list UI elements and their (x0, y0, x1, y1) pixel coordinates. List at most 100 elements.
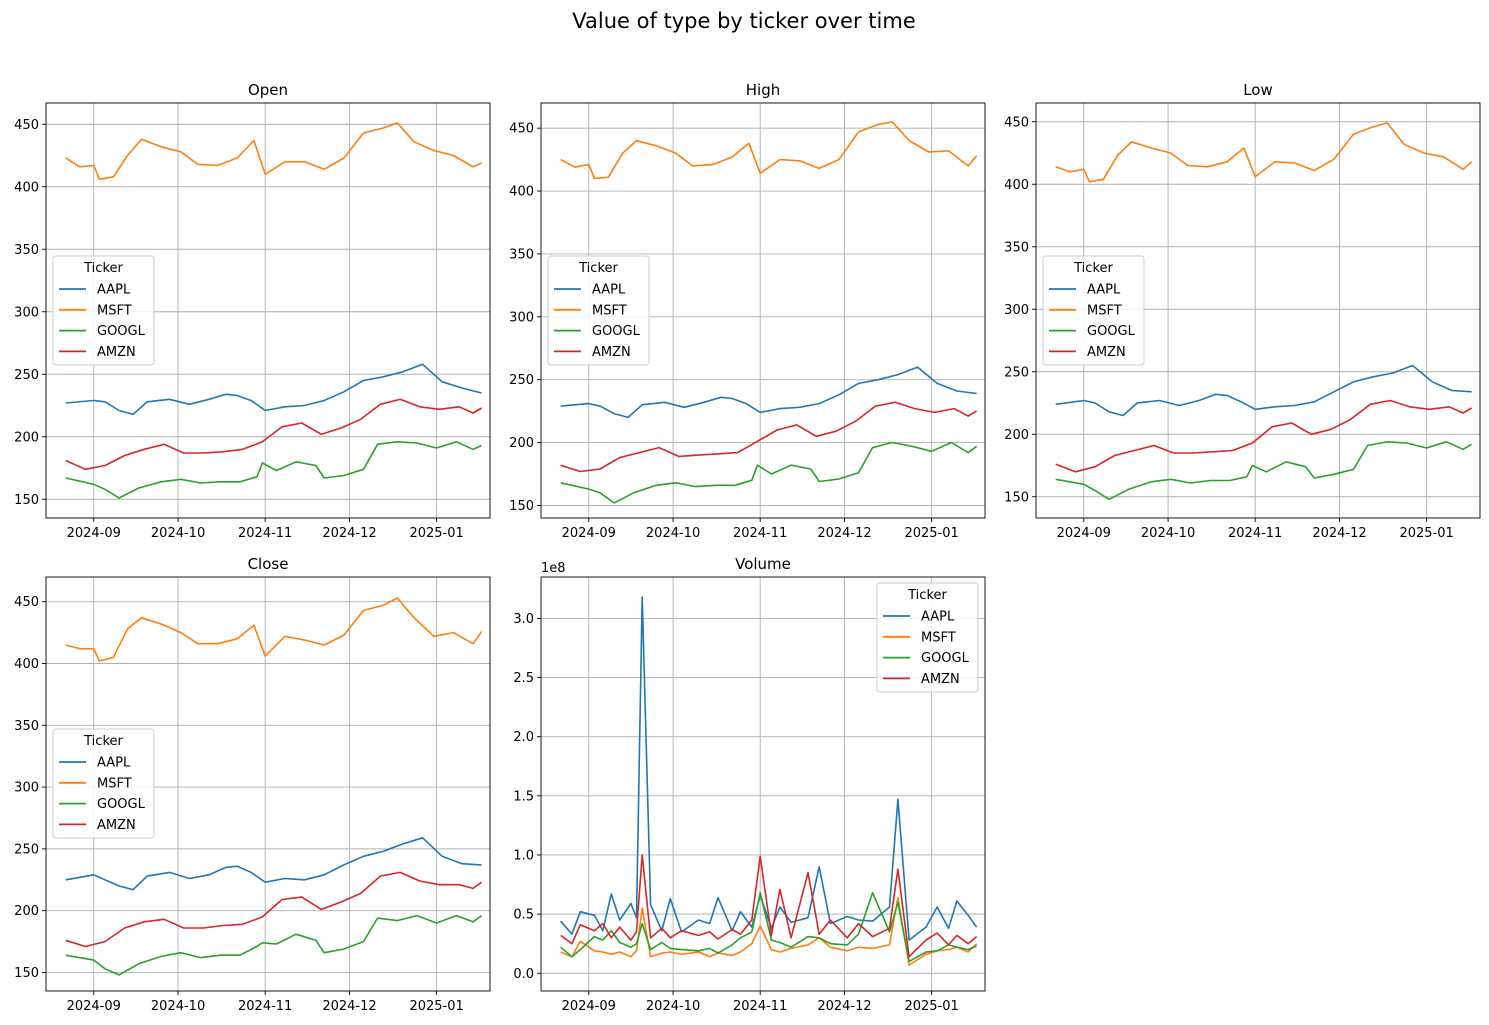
subplot-low: 2024-09 2024-10 2024-11 2024-12 2025-01 150 20… (1004, 81, 1481, 541)
y-tick-label: 400 (14, 180, 39, 195)
axes-frame (1035, 102, 1481, 519)
legend: Ticker AAPL MSFT GOOGL AMZN (876, 582, 979, 693)
x-tick-label: 2025-01 (409, 999, 463, 1014)
subplot-title: High (746, 81, 780, 99)
series-line-amzn (1055, 399, 1473, 473)
subplot-open: 2024-09 2024-10 2024-11 2024-12 2025-01 150 20… (14, 81, 491, 541)
axes-frame (45, 102, 491, 519)
series-line-googl (560, 441, 978, 504)
legend-label-msft: MSFT (921, 630, 956, 645)
y-tick-label: 350 (14, 243, 39, 258)
legend-label-msft: MSFT (97, 303, 132, 318)
y-tick-label: 450 (1004, 115, 1029, 130)
x-tick-label: 2024-12 (322, 999, 376, 1014)
y-tick-label: 350 (14, 719, 39, 734)
subplot-title: Open (248, 81, 288, 99)
series-line-aapl (1055, 364, 1472, 417)
legend-label-aapl: AAPL (921, 610, 955, 625)
y-tick-label: 150 (14, 966, 39, 981)
subplot-volume: 2024-09 2024-10 2024-11 2024-12 2025-01 0.0 0.… (513, 555, 986, 1014)
y-tick-label: 300 (14, 781, 39, 796)
legend-label-googl: GOOGL (592, 324, 641, 339)
y-tick-label: 350 (1004, 240, 1029, 255)
legend-title: Ticker (578, 261, 618, 276)
legend-label-aapl: AAPL (97, 756, 131, 771)
y-tick-label: 150 (14, 493, 39, 508)
series-line-amzn (560, 854, 978, 958)
y-tick-label: 450 (14, 118, 39, 133)
subplot-close: 2024-09 2024-10 2024-11 2024-12 2025-01 150 20… (14, 555, 491, 1014)
legend-label-msft: MSFT (97, 776, 132, 791)
subplot-title: Low (1243, 81, 1273, 99)
x-tick-label: 2024-09 (562, 526, 616, 541)
legend-label-googl: GOOGL (97, 324, 146, 339)
series-line-amzn (65, 871, 483, 948)
series-line-amzn (560, 401, 978, 473)
legend: Ticker AAPL MSFT GOOGL AMZN (52, 255, 155, 366)
legend-label-msft: MSFT (592, 303, 627, 318)
figure-title: Value of type by ticker over time (572, 9, 916, 33)
y-tick-label: 300 (14, 305, 39, 320)
legend-label-googl: GOOGL (1087, 324, 1136, 339)
legend-box (52, 728, 155, 839)
legend-label-amzn: AMZN (921, 672, 960, 687)
y-tick-label: 300 (509, 310, 534, 325)
legend-label-googl: GOOGL (97, 797, 146, 812)
grid-low (1036, 103, 1480, 518)
subplot-high: 2024-09 2024-10 2024-11 2024-12 2025-01 150 20… (509, 81, 986, 541)
y-tick-label: 150 (1004, 490, 1029, 505)
y-tick-label: 400 (509, 185, 534, 200)
x-tick-label: 2024-10 (646, 999, 700, 1014)
x-tick-label: 2024-11 (238, 526, 292, 541)
series-line-msft (1055, 122, 1473, 183)
legend: Ticker AAPL MSFT GOOGL AMZN (547, 255, 650, 366)
series-line-msft (560, 121, 978, 180)
axes-frame (45, 576, 491, 992)
y-tick-label: 200 (509, 436, 534, 451)
x-tick-label: 2024-09 (67, 999, 121, 1014)
axes-frame (540, 102, 986, 519)
series-line-msft (65, 597, 483, 662)
subplot-panels: 2024-09 2024-10 2024-11 2024-12 2025-01 150 20… (14, 81, 1481, 1014)
x-tick-label: 2024-12 (817, 526, 871, 541)
x-tick-label: 2025-01 (409, 526, 463, 541)
series-line-aapl (65, 837, 482, 891)
legend-label-amzn: AMZN (592, 345, 631, 360)
series-line-msft (65, 122, 482, 181)
y-tick-label: 0.0 (513, 967, 534, 982)
series-line-googl (1055, 441, 1473, 501)
y-tick-label: 250 (14, 842, 39, 857)
x-tick-label: 2024-11 (238, 999, 292, 1014)
y-tick-label: 400 (1004, 178, 1029, 193)
series-lines-low (1055, 122, 1473, 501)
x-tick-label: 2024-11 (733, 999, 787, 1014)
legend-label-aapl: AAPL (1087, 283, 1121, 298)
legend-label-amzn: AMZN (97, 818, 136, 833)
legend-label-msft: MSFT (1087, 303, 1122, 318)
grid-high (541, 103, 985, 518)
legend-label-amzn: AMZN (97, 345, 136, 360)
y-tick-label: 350 (509, 247, 534, 262)
legend-box (52, 255, 155, 366)
y-tick-label: 2.5 (513, 671, 534, 686)
series-line-googl (65, 441, 482, 499)
x-tick-label: 2024-11 (1228, 526, 1282, 541)
x-tick-label: 2024-10 (1141, 526, 1195, 541)
axes-frame (540, 576, 986, 992)
x-tick-label: 2024-10 (646, 526, 700, 541)
series-lines-open (65, 122, 483, 499)
legend-label-amzn: AMZN (1087, 345, 1126, 360)
y-tick-label: 3.0 (513, 612, 534, 627)
series-lines-close (65, 597, 483, 976)
legend-title: Ticker (83, 261, 123, 276)
series-line-aapl (65, 363, 482, 416)
y-offset-label: 1e8 (541, 561, 566, 576)
series-lines-high (560, 121, 978, 504)
y-tick-label: 1.0 (513, 848, 534, 863)
legend-label-aapl: AAPL (592, 283, 626, 298)
series-line-googl (560, 892, 977, 963)
x-tick-label: 2024-11 (733, 526, 787, 541)
y-tick-label: 400 (14, 657, 39, 672)
series-line-aapl (560, 596, 978, 941)
x-tick-label: 2024-10 (151, 999, 205, 1014)
